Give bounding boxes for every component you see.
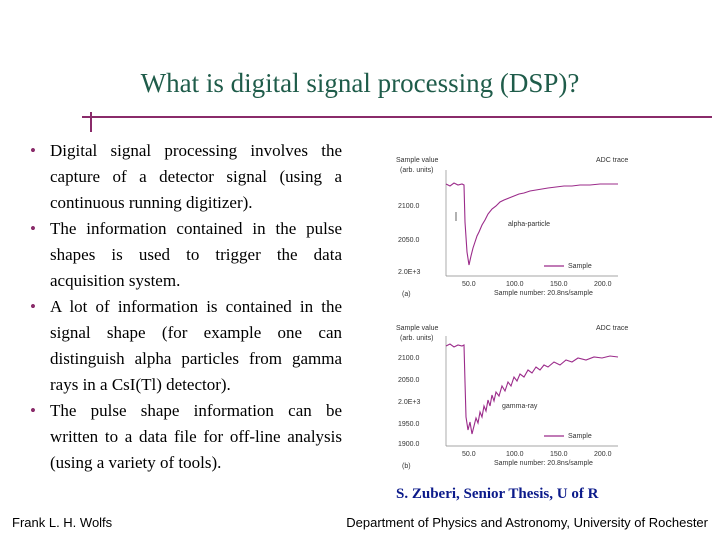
plot-panel-label: (a) — [402, 291, 411, 298]
y-tick-label: 2050.0 — [398, 377, 420, 384]
y-tick-label: 2100.0 — [398, 203, 420, 210]
y-tick-label: 2.0E+3 — [398, 269, 420, 276]
plot-legend: Sample — [568, 263, 592, 270]
plot-title: ADC trace — [596, 325, 628, 332]
x-tick-label: 100.0 — [506, 451, 524, 458]
x-tick-label: 100.0 — [506, 281, 524, 288]
bullet-item: The pulse shape information can be writt… — [30, 398, 342, 476]
bullet-list: Digital signal processing involves the c… — [30, 138, 342, 476]
x-tick-label: 200.0 — [594, 281, 612, 288]
plot-annotation: alpha-particle — [508, 221, 550, 228]
slide-title: What is digital signal processing (DSP)? — [140, 68, 580, 98]
footer-department: Department of Physics and Astronomy, Uni… — [346, 515, 708, 530]
bullet-item: The information contained in the pulse s… — [30, 216, 342, 294]
plot-xlabel: Sample number: 20.8ns/sample — [494, 290, 593, 297]
footer-author: Frank L. H. Wolfs — [12, 515, 113, 530]
y-tick-label: 2050.0 — [398, 237, 420, 244]
plot-panel-label: (b) — [402, 463, 411, 470]
title-rule-horizontal — [82, 116, 712, 118]
bullet-item: Digital signal processing involves the c… — [30, 138, 342, 216]
plot-xlabel: Sample number: 20.8ns/sample — [494, 460, 593, 467]
y-tick-label: 1950.0 — [398, 421, 420, 428]
y-tick-label: 1900.0 — [398, 441, 420, 448]
x-tick-label: 50.0 — [462, 451, 476, 458]
adc-trace-line — [445, 182, 618, 266]
plot-annotation: gamma-ray — [502, 403, 538, 410]
plot-ylabel: Sample value — [396, 157, 439, 164]
plot-yunit: (arb. units) — [400, 167, 433, 174]
adc-trace-line — [445, 343, 619, 435]
adc-trace-plot-gamma: Sample value (arb. units) ADC trace 2100… — [378, 322, 640, 472]
figure-credit: S. Zuberi, Senior Thesis, U of R — [396, 486, 599, 502]
x-tick-label: 200.0 — [594, 451, 612, 458]
bullet-item: A lot of information is contained in the… — [30, 294, 342, 398]
plot-yunit: (arb. units) — [400, 335, 433, 342]
title-rule-vertical — [90, 112, 92, 132]
y-tick-label: 2.0E+3 — [398, 399, 420, 406]
plot-ylabel: Sample value — [396, 325, 439, 332]
adc-trace-plot-alpha: Sample value (arb. units) ADC trace 2100… — [378, 152, 640, 302]
plot-legend: Sample — [568, 433, 592, 440]
plot-title: ADC trace — [596, 157, 628, 164]
x-tick-label: 150.0 — [550, 281, 568, 288]
y-tick-label: 2100.0 — [398, 355, 420, 362]
x-tick-label: 50.0 — [462, 281, 476, 288]
x-tick-label: 150.0 — [550, 451, 568, 458]
